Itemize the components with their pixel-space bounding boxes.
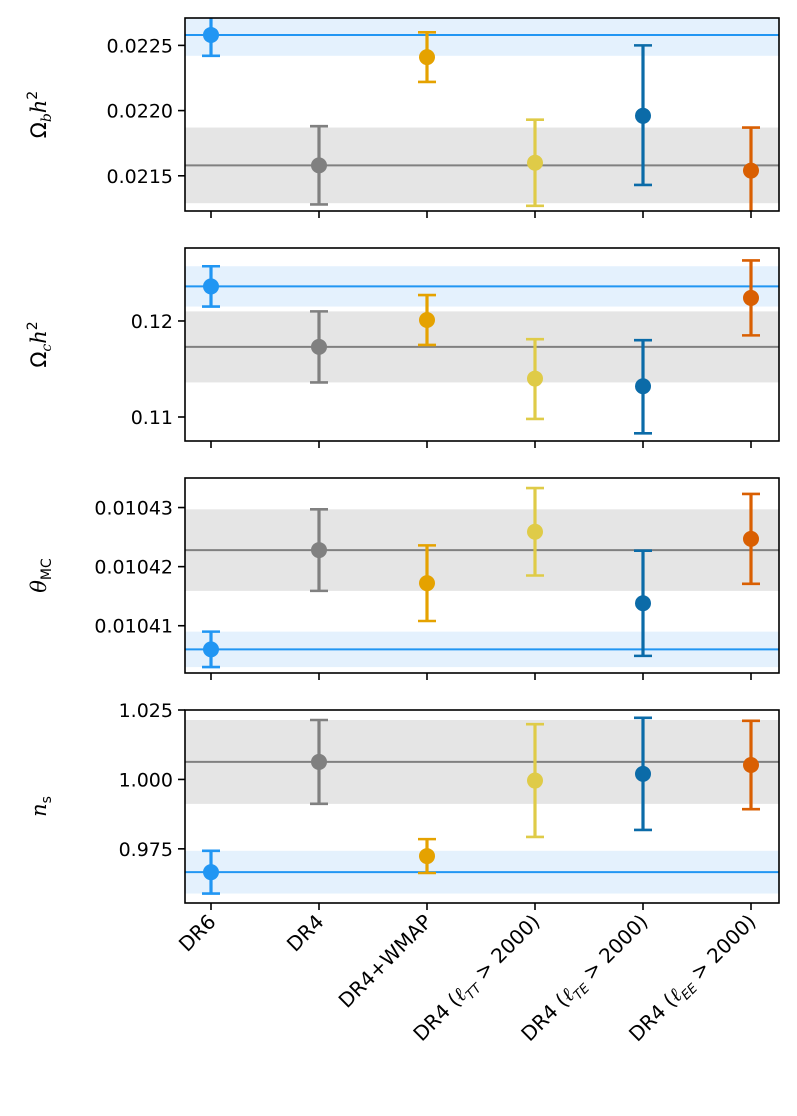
data-point <box>419 312 435 329</box>
data-point <box>203 864 219 881</box>
x-category-label: DR6 <box>174 910 221 957</box>
plot-area <box>185 486 779 669</box>
y-axis-label: θMC <box>27 558 55 593</box>
data-point <box>743 756 759 773</box>
errorbar <box>310 124 328 206</box>
data-point <box>743 530 759 547</box>
y-tick-label: 0.01042 <box>94 557 173 579</box>
errorbar <box>742 126 760 211</box>
errorbar <box>418 293 436 347</box>
y-tick-label: 0.975 <box>119 839 173 861</box>
axes-frame <box>184 247 780 442</box>
errorbar <box>526 722 544 839</box>
data-point <box>203 641 219 658</box>
data-point <box>419 49 435 66</box>
y-tick-label: 0.01043 <box>94 498 173 520</box>
data-point <box>311 753 327 770</box>
data-point <box>527 523 543 540</box>
data-point <box>203 26 219 43</box>
data-point <box>635 378 651 395</box>
errorbar <box>310 718 328 806</box>
x-category-label: DR4 <box>282 910 329 957</box>
data-point <box>635 107 651 124</box>
data-point <box>311 157 327 174</box>
data-point <box>635 595 651 612</box>
y-axis-label: Ωch2 <box>25 321 55 367</box>
data-point <box>419 575 435 592</box>
errorbar <box>526 337 544 421</box>
errorbar <box>634 549 652 658</box>
y-tick-label: 0.01041 <box>94 616 173 638</box>
errorbar <box>202 18 220 58</box>
panel-1: 0.11 0.12 Ωch2 <box>25 247 780 448</box>
errorbar <box>310 310 328 384</box>
y-tick-label: 0.0220 <box>107 101 173 123</box>
y-tick-label: 0.0215 <box>107 166 173 188</box>
errorbar <box>418 544 436 623</box>
errorbar <box>526 486 544 577</box>
y-tick-label: 1.000 <box>119 769 173 791</box>
dr6-band <box>185 18 779 56</box>
plot-area <box>185 259 779 435</box>
panel-0: 0.0215 0.0220 0.0225 Ωbh2 <box>25 17 780 218</box>
data-point <box>203 278 219 295</box>
data-point <box>743 162 759 179</box>
y-tick-label: 0.12 <box>131 311 173 333</box>
y-axis-label: ns <box>27 796 55 817</box>
errorbar <box>202 264 220 308</box>
panel-3: 0.975 1.000 1.025 ns <box>27 700 780 910</box>
data-point <box>743 289 759 306</box>
plot-area <box>185 18 779 211</box>
data-point <box>311 338 327 355</box>
errorbar <box>418 31 436 84</box>
data-point <box>527 154 543 171</box>
errorbar <box>634 44 652 187</box>
data-point <box>419 848 435 865</box>
data-point <box>527 772 543 789</box>
errorbar <box>742 259 760 337</box>
errorbar <box>526 118 544 208</box>
errorbar <box>202 630 220 669</box>
axes-frame <box>184 709 780 904</box>
data-point <box>527 370 543 387</box>
data-point <box>635 765 651 782</box>
plot-area <box>185 716 779 895</box>
errorbar <box>634 716 652 832</box>
axes-frame <box>184 477 780 674</box>
errorbar <box>634 338 652 435</box>
axes-frame <box>184 17 780 212</box>
errorbar <box>310 508 328 593</box>
y-tick-label: 0.0225 <box>107 35 173 57</box>
data-point <box>311 542 327 559</box>
y-tick-label: 1.025 <box>119 700 173 722</box>
errorbar <box>418 837 436 875</box>
errorbar <box>742 719 760 811</box>
errorbar <box>742 492 760 586</box>
x-category-label: DR4+WMAP <box>334 910 437 1013</box>
y-tick-label: 0.11 <box>131 407 173 429</box>
panel-2: 0.01041 0.01042 0.01043 θMC <box>27 477 780 680</box>
errorbar <box>202 849 220 895</box>
y-axis-label: Ωbh2 <box>25 91 55 138</box>
